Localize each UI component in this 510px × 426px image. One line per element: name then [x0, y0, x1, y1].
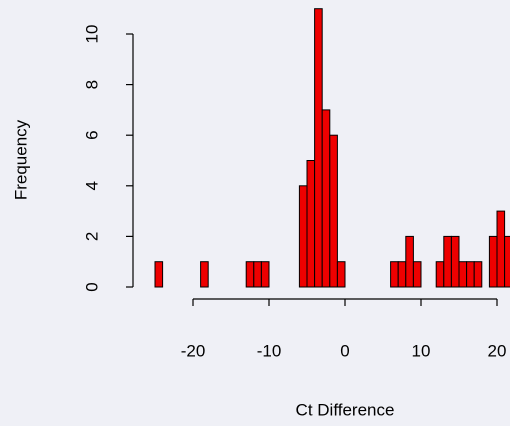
bar [458, 261, 468, 288]
bar [435, 261, 445, 288]
bar [253, 261, 262, 288]
y-tick-label: 10 [82, 25, 101, 44]
bar [245, 261, 255, 288]
x-tick-label: 20 [488, 341, 507, 360]
bar [260, 261, 270, 288]
y-tick-label: 2 [82, 232, 101, 241]
x-tick-label: -20 [181, 341, 206, 360]
bar [314, 8, 323, 288]
x-tick-label: 10 [412, 341, 431, 360]
bar [321, 109, 331, 288]
bar [200, 261, 209, 288]
bar [154, 261, 164, 288]
bar [443, 235, 452, 288]
bar [390, 261, 399, 288]
bar [496, 210, 506, 288]
bar [488, 235, 498, 288]
y-tick-label: 6 [82, 130, 101, 139]
bar [412, 261, 422, 288]
bar [306, 160, 316, 288]
x-axis-label: Ct Difference [296, 400, 395, 419]
y-tick-label: 0 [82, 282, 101, 291]
bar [329, 134, 338, 288]
y-tick-label: 8 [82, 80, 101, 89]
bar [397, 261, 407, 288]
x-tick-label: 0 [340, 341, 349, 360]
bar [450, 235, 460, 288]
y-tick-label: 4 [82, 181, 101, 190]
bar [504, 235, 510, 288]
y-axis-label: Frequency [11, 119, 30, 200]
bar [473, 261, 483, 288]
bar [466, 261, 475, 288]
bar [336, 261, 346, 288]
bar [298, 185, 308, 288]
x-tick-label: -10 [257, 341, 282, 360]
bar [405, 235, 414, 288]
